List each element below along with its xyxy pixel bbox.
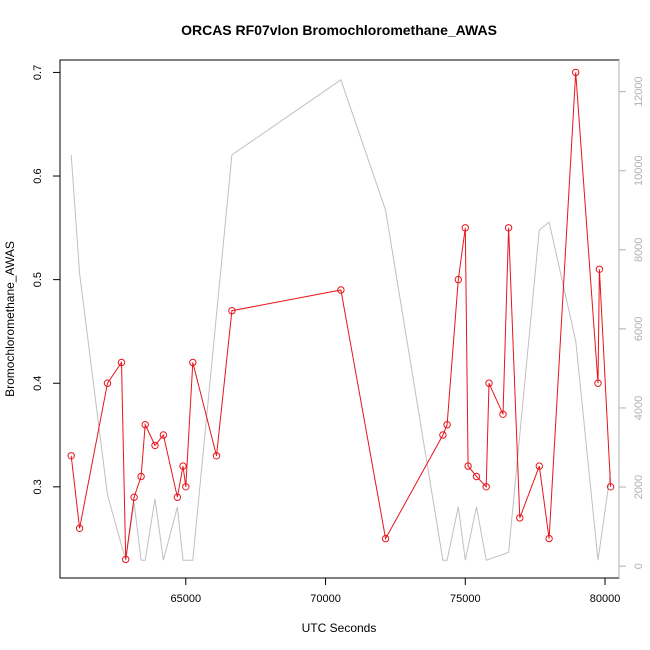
x-tick-label: 70000 xyxy=(310,593,341,605)
x-tick-label: 75000 xyxy=(450,593,481,605)
data-point xyxy=(606,483,615,491)
data-point xyxy=(439,431,447,439)
chart-title: ORCAS RF07vlon Bromochloromethane_AWAS xyxy=(181,22,497,38)
data-point xyxy=(454,275,462,284)
right-axis-tick-label: 0 xyxy=(633,563,645,569)
red-series-line xyxy=(70,72,612,560)
data-point xyxy=(75,524,84,532)
data-point xyxy=(189,358,197,367)
right-axis-tick-label: 8000 xyxy=(633,238,645,262)
y-tick-label: 0.5 xyxy=(32,272,44,287)
right-axis-tick-label: 6000 xyxy=(633,317,645,341)
data-point xyxy=(499,410,507,418)
right-axis-tick-label: 10000 xyxy=(633,155,645,186)
y-axis-label: Bromochloromethane_AWAS xyxy=(3,241,17,397)
right-axis-ticks: 0 2000 4000 6000 8000 10000 12000 xyxy=(619,76,645,569)
y-tick-label: 0.6 xyxy=(32,168,44,183)
gray-series-line xyxy=(70,79,612,561)
data-point xyxy=(504,224,513,232)
right-axis-tick-label: 12000 xyxy=(633,76,645,107)
data-point xyxy=(535,462,543,470)
y-tick-label: 0.4 xyxy=(32,376,44,391)
data-point xyxy=(472,472,481,481)
x-tick-label: 80000 xyxy=(590,593,621,605)
data-point xyxy=(485,379,493,387)
data-point xyxy=(594,379,602,387)
data-point xyxy=(482,483,490,491)
series-layer xyxy=(67,68,615,564)
data-point xyxy=(182,483,190,491)
data-point xyxy=(173,493,182,501)
data-point xyxy=(461,224,469,232)
plot-frame xyxy=(59,59,620,579)
data-point xyxy=(443,421,451,429)
data-point xyxy=(212,452,221,460)
x-axis-ticks: 65000 70000 75000 80000 xyxy=(170,578,620,605)
right-axis-tick-label: 2000 xyxy=(633,475,645,499)
data-point xyxy=(516,514,524,522)
y-axis-ticks: 0.3 0.4 0.5 0.6 0.7 xyxy=(32,65,60,494)
data-point xyxy=(464,462,472,470)
data-point xyxy=(122,555,130,564)
data-point xyxy=(572,68,580,77)
data-point xyxy=(381,534,390,543)
data-point xyxy=(151,441,159,450)
data-point xyxy=(67,452,75,460)
x-axis-label: UTC Seconds xyxy=(302,621,377,635)
x-tick-label: 65000 xyxy=(170,593,201,605)
data-point xyxy=(141,421,149,429)
data-point xyxy=(545,534,553,543)
data-point xyxy=(337,286,345,294)
y-tick-label: 0.7 xyxy=(32,65,44,80)
data-point xyxy=(228,307,236,315)
data-point xyxy=(117,358,126,367)
data-point xyxy=(179,462,187,470)
y-tick-label: 0.3 xyxy=(32,479,44,494)
data-point xyxy=(595,265,604,273)
data-point xyxy=(103,379,112,387)
data-point xyxy=(130,493,138,501)
right-axis-tick-label: 4000 xyxy=(633,396,645,420)
data-point xyxy=(137,472,145,481)
data-point xyxy=(159,431,168,439)
